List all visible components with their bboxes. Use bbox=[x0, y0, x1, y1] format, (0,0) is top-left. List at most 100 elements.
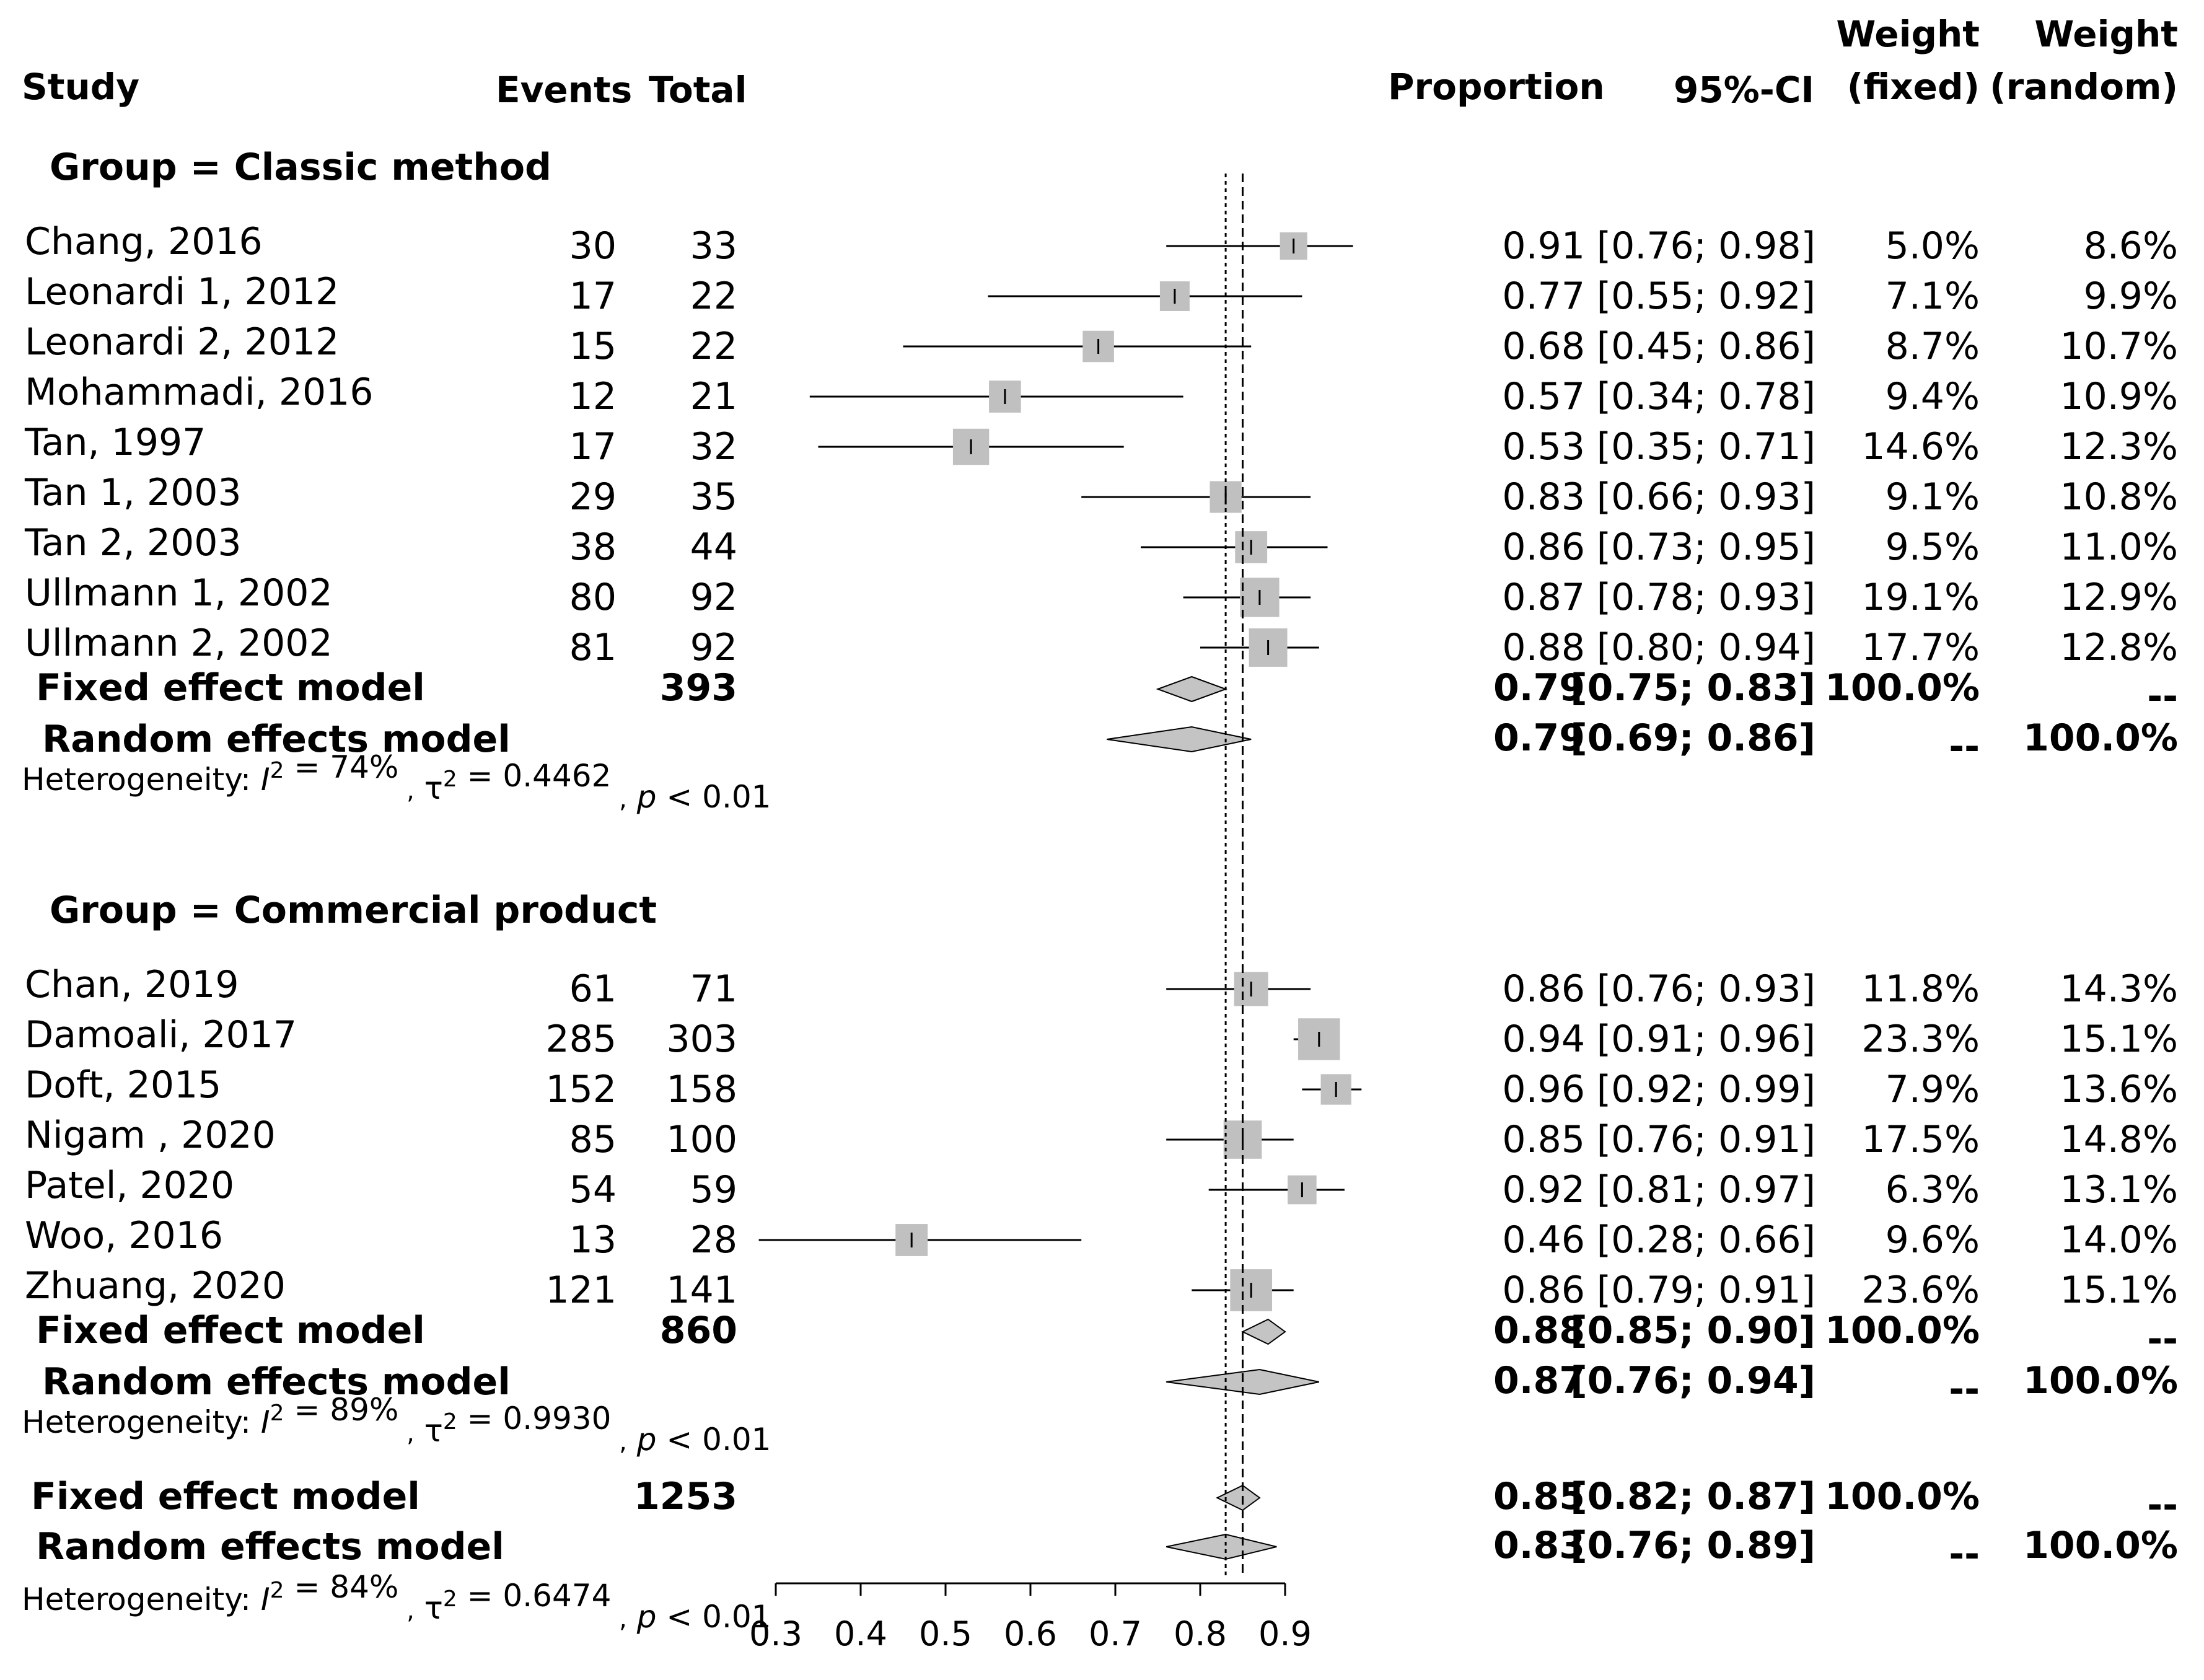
fixed-weight-fixed: 100.0% bbox=[1825, 666, 1980, 710]
study-weight-random: 8.6% bbox=[2084, 224, 2178, 268]
study-weight-random: 12.9% bbox=[2060, 576, 2178, 619]
x-tick-label: 0.7 bbox=[1089, 1614, 1142, 1653]
study-weight-random: 12.8% bbox=[2060, 626, 2178, 669]
study-proportion: 0.83 bbox=[1502, 475, 1585, 519]
study-proportion: 0.46 bbox=[1502, 1218, 1585, 1262]
random-label: Random effects model bbox=[36, 1525, 504, 1568]
header-proportion: Proportion bbox=[1388, 66, 1605, 108]
study-total: 71 bbox=[690, 967, 737, 1011]
study-name: Tan 1, 2003 bbox=[24, 471, 242, 514]
random-effects-row: Random effects model 0.79[0.69; 0.86] -- 10… bbox=[42, 716, 2178, 768]
x-tick-label: 0.3 bbox=[749, 1614, 802, 1653]
study-weight-fixed: 9.5% bbox=[1886, 526, 1980, 569]
fixed-effect-row: Fixed effect model 860 0.88[0.85; 0.90] 100… bbox=[36, 1309, 2178, 1361]
x-axis: 0.3 0.4 0.5 0.6 0.7 0.8 0.9 bbox=[749, 1582, 1312, 1653]
study-weight-random: 14.8% bbox=[2060, 1118, 2178, 1161]
fixed-effect-diamond bbox=[1241, 1318, 1286, 1345]
study-ci: [0.91; 0.96] bbox=[1597, 1018, 1815, 1061]
study-row: Chang, 2016 30 33 0.91 [0.76; 0.98] 5.0% 8.6% bbox=[25, 220, 2178, 268]
study-total: 303 bbox=[666, 1018, 737, 1061]
study-total: 32 bbox=[690, 425, 737, 468]
fixed-label: Fixed effect model bbox=[36, 666, 425, 710]
study-name: Nigam , 2020 bbox=[25, 1114, 276, 1157]
overall-random-diamond bbox=[1166, 1533, 1277, 1560]
fixed-label: Fixed effect model bbox=[36, 1309, 425, 1352]
study-ci: [0.76; 0.91] bbox=[1597, 1118, 1815, 1161]
group-2: Group = Commercial product Chan, 2019 61 71… bbox=[25, 889, 2178, 1411]
overall-fixed-diamond bbox=[1216, 1484, 1261, 1511]
study-ci: [0.73; 0.95] bbox=[1597, 526, 1815, 569]
study-row: Tan, 1997 17 32 0.53 [0.35; 0.71] 14.6% 12.3% bbox=[24, 421, 2178, 468]
study-weight-fixed: 17.5% bbox=[1861, 1118, 1980, 1161]
study-weight-random: 14.3% bbox=[2060, 967, 2178, 1011]
overall-random-weight-fixed: -- bbox=[1949, 1533, 1980, 1576]
study-weight-random: 15.1% bbox=[2060, 1018, 2178, 1061]
random-proportion: 0.79 bbox=[1493, 716, 1585, 760]
study-proportion: 0.77 bbox=[1502, 275, 1585, 318]
study-weight-fixed: 7.9% bbox=[1886, 1068, 1980, 1111]
heterogeneity-group-1-text: Heterogeneity: I2 = 74% , τ2 = 0.4462 , … bbox=[22, 749, 771, 815]
fixed-total: 393 bbox=[660, 666, 737, 710]
study-proportion: 0.86 bbox=[1502, 1269, 1585, 1312]
study-weight-fixed: 14.6% bbox=[1861, 425, 1980, 468]
header-weight-fixed-line1: Weight bbox=[1836, 13, 1980, 55]
study-name: Chang, 2016 bbox=[25, 220, 263, 263]
x-tick-label: 0.8 bbox=[1174, 1614, 1227, 1653]
study-total: 100 bbox=[666, 1118, 737, 1161]
header-total: Total bbox=[649, 69, 747, 111]
study-name: Patel, 2020 bbox=[25, 1164, 234, 1207]
study-name: Tan, 1997 bbox=[24, 421, 206, 464]
heterogeneity-group-2: Heterogeneity: I2 = 89% , τ2 = 0.9930 , … bbox=[22, 1392, 771, 1458]
study-events: 81 bbox=[569, 626, 617, 669]
random-label: Random effects model bbox=[42, 1360, 511, 1404]
random-weight-fixed: -- bbox=[1949, 725, 1980, 768]
study-weight-random: 13.6% bbox=[2060, 1068, 2178, 1111]
study-total: 92 bbox=[690, 576, 737, 619]
study-row: Tan 2, 2003 38 44 0.86 [0.73; 0.95] 9.5% 11.0% bbox=[24, 521, 2178, 569]
study-weight-fixed: 9.1% bbox=[1886, 475, 1980, 519]
study-proportion: 0.57 bbox=[1502, 375, 1585, 418]
random-proportion: 0.87 bbox=[1493, 1359, 1585, 1402]
study-events: 152 bbox=[545, 1068, 617, 1111]
header-study: Study bbox=[22, 66, 139, 108]
study-weight-fixed: 11.8% bbox=[1861, 967, 1980, 1011]
plot-rows: Group = Classic method Chang, 2016 30 33 0.9… bbox=[22, 146, 2178, 1635]
heterogeneity-group-2-text: Heterogeneity: I2 = 89% , τ2 = 0.9930 , … bbox=[22, 1392, 771, 1458]
random-weight-random: 100.0% bbox=[2023, 716, 2178, 760]
study-total: 22 bbox=[690, 275, 737, 318]
study-ci: [0.66; 0.93] bbox=[1597, 475, 1815, 519]
header-weight-random-line2: (random) bbox=[1990, 66, 2178, 108]
x-tick-label: 0.4 bbox=[834, 1614, 887, 1653]
study-ci: [0.80; 0.94] bbox=[1597, 626, 1815, 669]
fixed-weight-random: -- bbox=[2147, 675, 2178, 718]
study-total: 158 bbox=[666, 1068, 737, 1111]
study-ci: [0.55; 0.92] bbox=[1597, 275, 1815, 318]
study-row: Damoali, 2017 285 303 0.94 [0.91; 0.96] 23.3%… bbox=[25, 1013, 2178, 1061]
header-events: Events bbox=[496, 69, 632, 111]
study-row: Tan 1, 2003 29 35 0.83 [0.66; 0.93] 9.1% 10.8% bbox=[24, 471, 2178, 519]
study-proportion: 0.68 bbox=[1502, 325, 1585, 368]
study-name: Doft, 2015 bbox=[25, 1063, 221, 1107]
fixed-effect-diamond bbox=[1156, 675, 1228, 703]
study-ci: [0.28; 0.66] bbox=[1597, 1218, 1815, 1262]
study-weight-fixed: 9.6% bbox=[1886, 1218, 1980, 1262]
study-events: 12 bbox=[569, 375, 617, 418]
study-proportion: 0.88 bbox=[1502, 626, 1585, 669]
overall-fixed-weight-random: -- bbox=[2147, 1484, 2178, 1527]
study-events: 17 bbox=[569, 275, 617, 318]
study-total: 59 bbox=[690, 1168, 737, 1212]
study-ci: [0.35; 0.71] bbox=[1597, 425, 1815, 468]
study-weight-random: 10.8% bbox=[2060, 475, 2178, 519]
study-events: 80 bbox=[569, 576, 617, 619]
study-row: Ullmann 1, 2002 80 92 0.87 [0.78; 0.93] 19.1%… bbox=[25, 571, 2178, 619]
study-row: Ullmann 2, 2002 81 92 0.88 [0.80; 0.94] 17.7%… bbox=[25, 622, 2178, 669]
overall-fixed-weight-fixed: 100.0% bbox=[1825, 1475, 1980, 1518]
overall-fixed-proportion: 0.85 bbox=[1493, 1475, 1585, 1518]
study-weight-fixed: 23.3% bbox=[1861, 1018, 1980, 1061]
study-row: Nigam , 2020 85 100 0.85 [0.76; 0.91] 17.5% 14… bbox=[25, 1114, 2178, 1161]
fixed-label: Fixed effect model bbox=[31, 1475, 420, 1518]
study-weight-fixed: 17.7% bbox=[1861, 626, 1980, 669]
study-ci: [0.78; 0.93] bbox=[1597, 576, 1815, 619]
study-events: 85 bbox=[569, 1118, 617, 1161]
study-weight-random: 10.9% bbox=[2060, 375, 2178, 418]
